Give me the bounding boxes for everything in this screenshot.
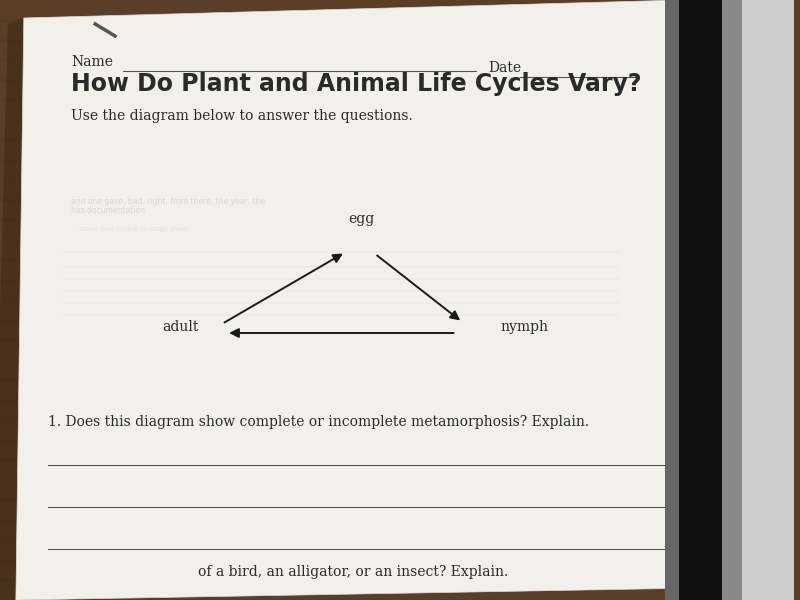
Polygon shape: [0, 18, 24, 600]
Bar: [665, 0, 678, 600]
Text: Name: Name: [71, 55, 114, 69]
Text: adult: adult: [162, 320, 198, 334]
Text: Use the diagram below to answer the questions.: Use the diagram below to answer the ques…: [71, 109, 413, 123]
Text: and one gave, bad, right, from there, the year, the: and one gave, bad, right, from there, th…: [71, 197, 266, 206]
Text: nymph: nymph: [500, 320, 548, 334]
Polygon shape: [16, 0, 698, 600]
Text: some text visible through paper: some text visible through paper: [79, 226, 191, 232]
Text: 1. Does this diagram show complete or incomplete metamorphosis? Explain.: 1. Does this diagram show complete or in…: [48, 415, 589, 429]
Bar: [722, 0, 742, 600]
Text: of a bird, an alligator, or an insect? Explain.: of a bird, an alligator, or an insect? E…: [198, 565, 509, 579]
Bar: [678, 0, 722, 600]
Text: How Do Plant and Animal Life Cycles Vary?: How Do Plant and Animal Life Cycles Vary…: [71, 72, 642, 96]
Text: has documentation: has documentation: [71, 206, 146, 215]
Text: egg: egg: [348, 212, 374, 226]
Text: Date: Date: [488, 61, 522, 75]
Bar: [742, 0, 794, 600]
